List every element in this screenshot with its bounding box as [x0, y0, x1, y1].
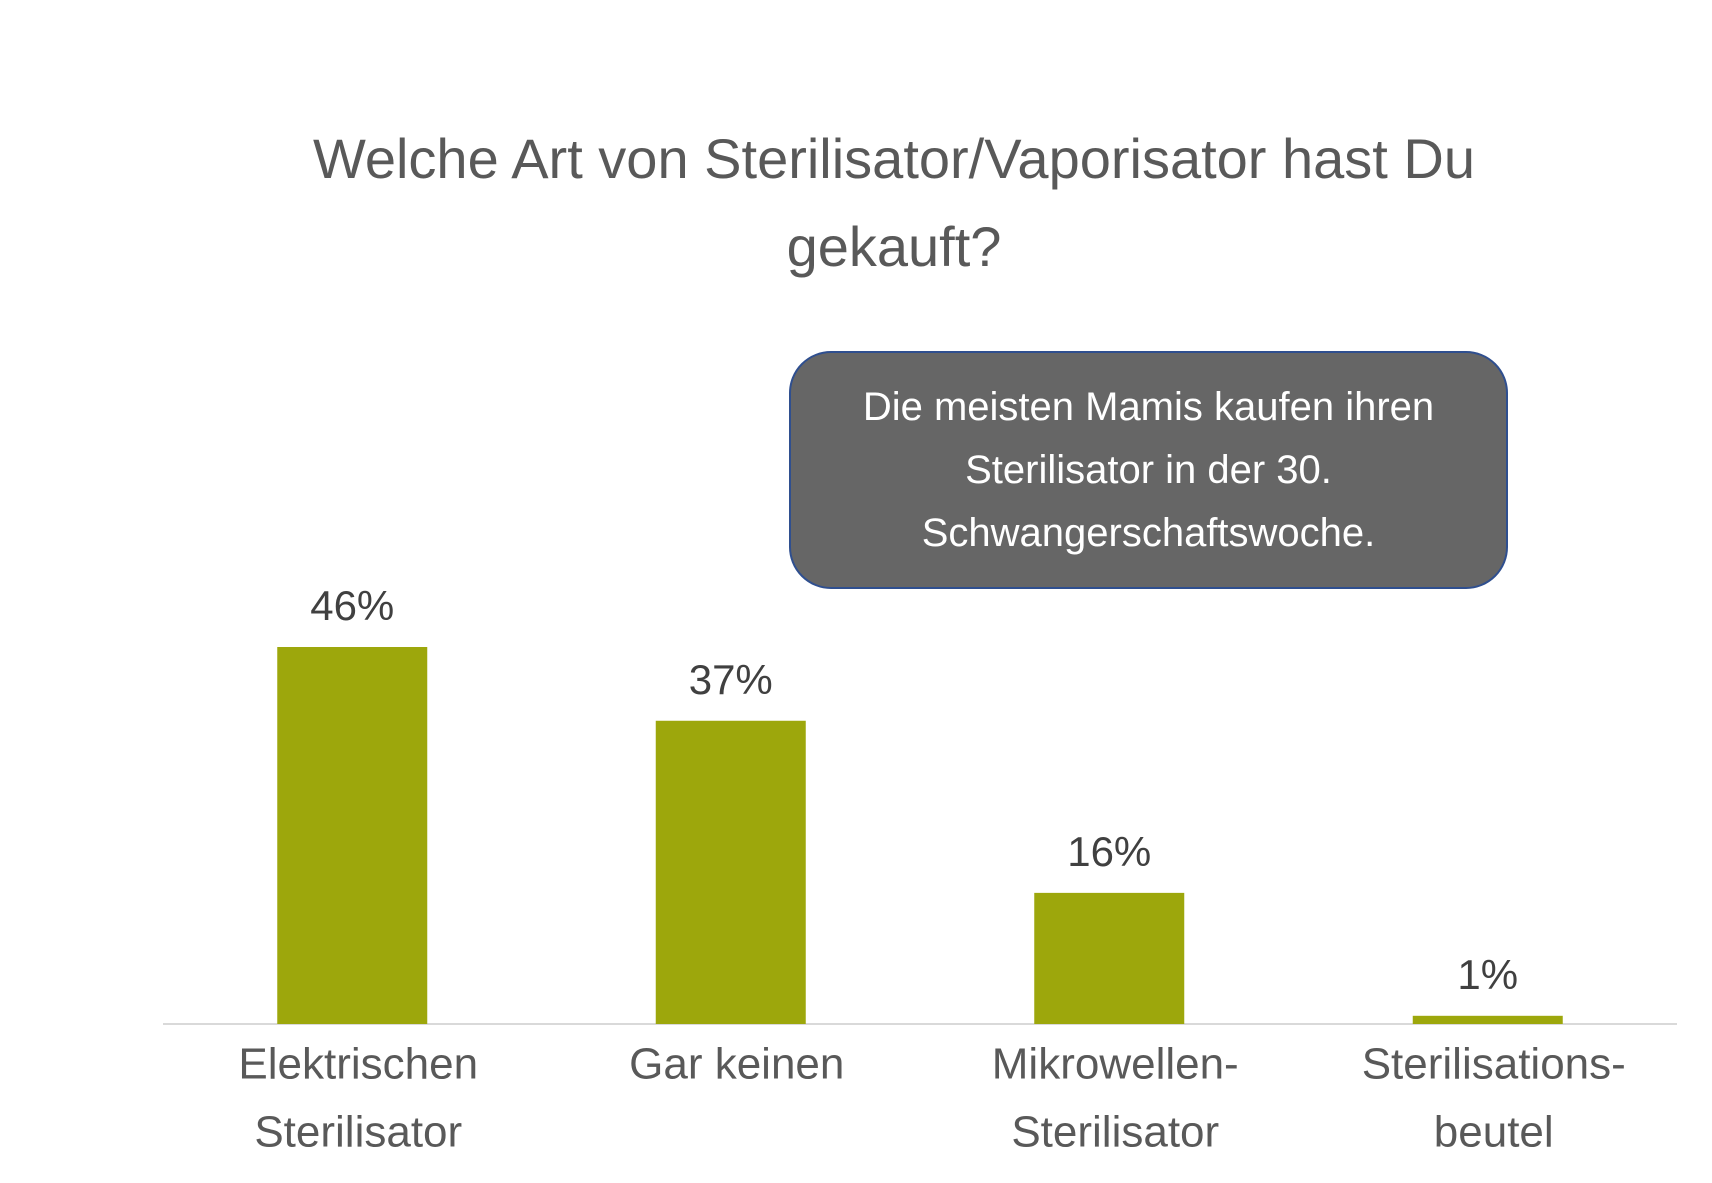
value-label: 46% — [310, 582, 394, 629]
chart-title: Welche Art von Sterilisator/Vaporisator … — [313, 127, 1475, 278]
x-tick-label: Sterilisator — [254, 1108, 462, 1157]
x-tick-label: Mikrowellen- — [992, 1040, 1239, 1089]
bar — [1412, 1015, 1563, 1024]
bar — [277, 647, 428, 1024]
x-tick-label: Elektrischen — [238, 1040, 478, 1089]
annotation: Die meisten Mamis kaufen ihren Sterilisa… — [789, 351, 1508, 589]
x-tick-label: Sterilisator — [1011, 1108, 1219, 1157]
x-tick-label: Sterilisations- — [1362, 1040, 1626, 1089]
bar — [1034, 892, 1185, 1024]
annotation-text: Die meisten Mamis kaufen ihren Sterilisa… — [862, 384, 1435, 555]
bar — [655, 720, 806, 1024]
x-tick-label: beutel — [1434, 1108, 1554, 1157]
value-label: 1% — [1457, 951, 1518, 998]
x-tick-label: Gar keinen — [629, 1040, 844, 1089]
value-label: 16% — [1067, 828, 1151, 875]
value-label: 37% — [689, 656, 773, 703]
